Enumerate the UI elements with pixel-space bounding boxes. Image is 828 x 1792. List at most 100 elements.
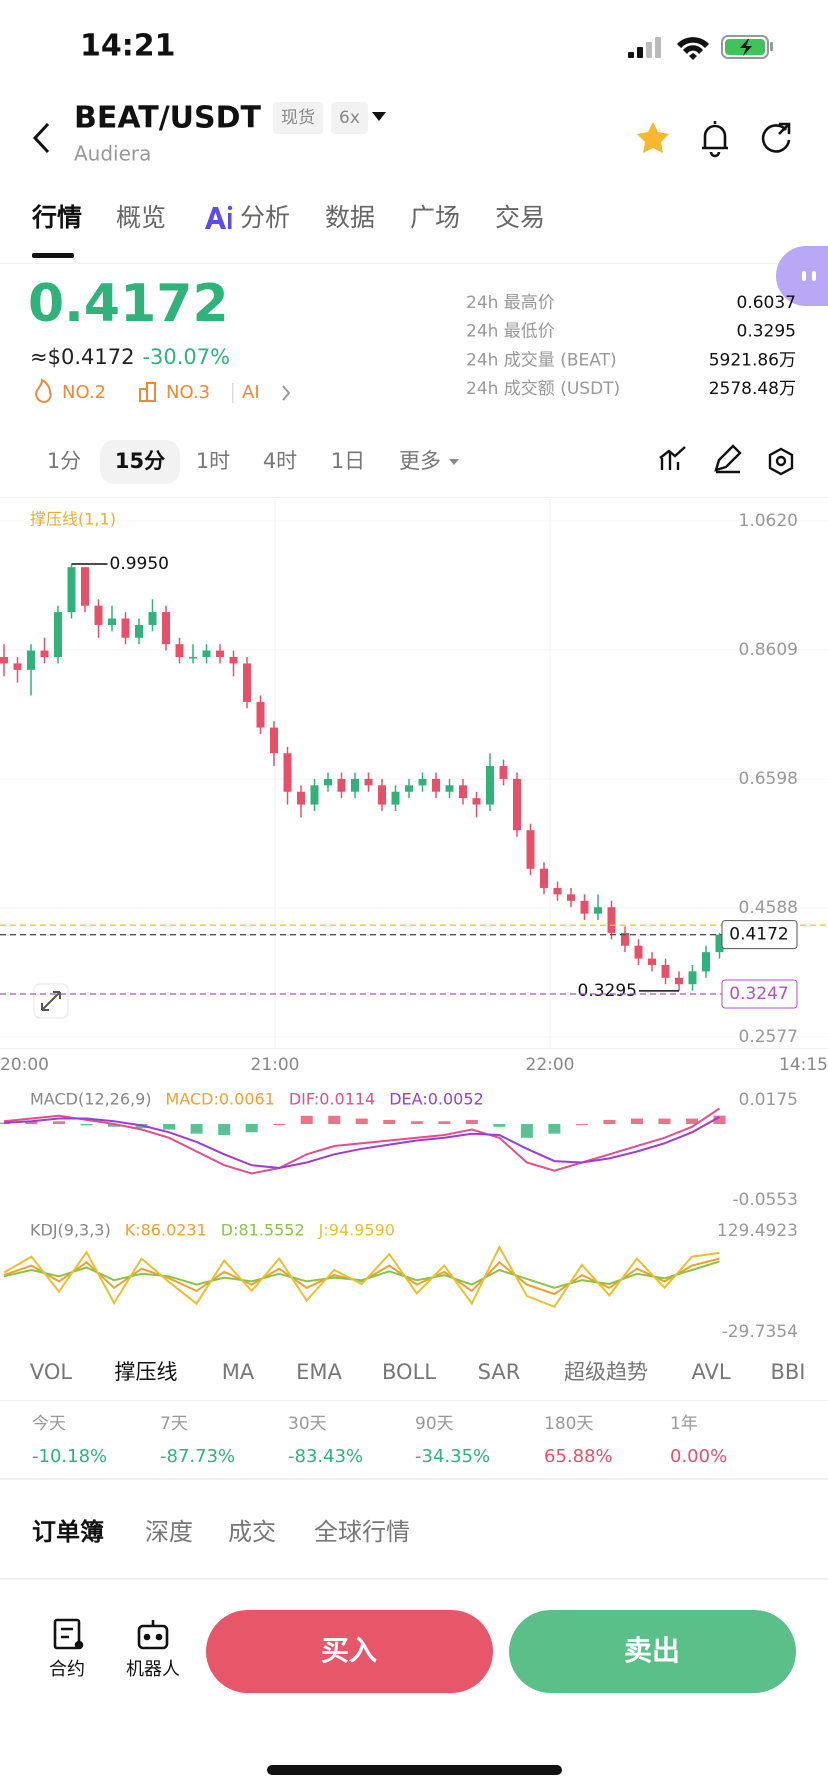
candle-body — [499, 766, 508, 779]
share-button[interactable] — [761, 122, 791, 153]
legend-entry: MACD:0.0061 — [166, 1090, 275, 1109]
macd-bar — [575, 1124, 588, 1126]
sell-label[interactable]: 卖出 — [624, 1634, 680, 1667]
macd-bar — [548, 1124, 561, 1134]
contract-label[interactable]: 合约 — [49, 1659, 85, 1680]
settings-tool[interactable] — [768, 447, 794, 476]
macd-bar — [190, 1124, 203, 1134]
candle-body — [175, 644, 184, 658]
candle-body — [216, 650, 224, 658]
timeframe[interactable]: 1日 — [331, 449, 365, 473]
candle-body — [243, 663, 251, 702]
indicator-tab[interactable]: 超级趋势 — [564, 1360, 648, 1384]
expand-button[interactable] — [33, 983, 69, 1019]
status-icons — [628, 35, 773, 60]
buy-button[interactable] — [206, 1610, 493, 1693]
bot-label[interactable]: 机器人 — [126, 1659, 180, 1680]
indicator-tab[interactable]: 撑压线 — [115, 1360, 178, 1384]
y-tick-label: 0.0175 — [739, 1090, 798, 1110]
legend-entry: DIF:0.0114 — [289, 1090, 375, 1109]
rank-label: AI — [242, 382, 260, 403]
price-tag-label: 0.3247 — [729, 984, 788, 1004]
candle-body — [40, 650, 49, 658]
y-tick-label: 129.4923 — [717, 1221, 798, 1241]
sell-button[interactable] — [509, 1610, 796, 1693]
timeframe[interactable]: 更多 — [399, 449, 441, 473]
last-price: 0.4172 — [28, 274, 229, 334]
y-tick-label: -0.0553 — [732, 1190, 798, 1210]
book-tab[interactable]: 深度 — [145, 1518, 193, 1546]
stat-value: 0.6037 — [737, 293, 796, 313]
candle-body — [81, 567, 89, 606]
nav-tab[interactable]: 广场 — [410, 203, 460, 232]
return-label: 今天 — [32, 1414, 66, 1434]
candle-body — [661, 964, 670, 978]
candle-body — [364, 778, 373, 786]
divider — [0, 497, 828, 498]
candle-body — [378, 785, 386, 805]
book-tab[interactable]: 全球行情 — [314, 1518, 410, 1546]
candle-body — [702, 952, 710, 972]
candle-body — [310, 785, 319, 805]
candle-body — [148, 612, 157, 625]
candle-body — [27, 650, 35, 670]
indicator-tab[interactable]: MA — [222, 1360, 255, 1384]
candle-body — [634, 945, 643, 959]
indicator-tab[interactable]: BOLL — [382, 1360, 436, 1384]
macd-bar — [410, 1121, 423, 1125]
indicator-title: MACD(12,26,9) — [30, 1090, 152, 1109]
alert-bell[interactable] — [702, 121, 728, 158]
back-button[interactable] — [32, 122, 50, 154]
bot-icon[interactable] — [137, 1620, 169, 1650]
return-label: 180天 — [544, 1414, 593, 1434]
book-tab[interactable]: 成交 — [228, 1518, 276, 1546]
usd-price: ≈$0.4172 — [30, 345, 134, 369]
indicator-tab[interactable]: EMA — [296, 1360, 342, 1384]
nav-tab[interactable]: 数据 — [325, 203, 375, 232]
pair-title: BEAT/USDT — [74, 101, 262, 136]
timeframe[interactable]: 15分 — [115, 449, 165, 473]
contract-icon[interactable] — [53, 1618, 84, 1650]
pair-dropdown[interactable] — [372, 112, 386, 121]
candle-body — [391, 791, 400, 805]
macd-bar — [493, 1124, 506, 1127]
return-value: -87.73% — [160, 1446, 235, 1467]
favorite-star[interactable] — [637, 122, 669, 153]
nav-tab[interactable]: 概览 — [116, 203, 166, 232]
indicator-tool[interactable] — [659, 446, 686, 470]
y-tick-label: -29.7354 — [722, 1322, 798, 1342]
separator — [232, 383, 234, 403]
timeframe[interactable]: 1时 — [196, 449, 230, 473]
divider — [0, 1400, 828, 1401]
x-tick-label: 20:00 — [0, 1055, 49, 1075]
annotation-label: 0.3295 — [578, 981, 637, 1001]
candle-body — [459, 785, 467, 799]
stat-label: 24h 成交量 (BEAT) — [466, 350, 617, 370]
indicator-line — [3, 1260, 720, 1289]
indicator-tab[interactable]: AVL — [691, 1360, 730, 1384]
x-tick-label: 21:00 — [251, 1055, 300, 1075]
more-dropdown[interactable] — [449, 459, 459, 465]
nav-tab[interactable]: 交易 — [495, 203, 545, 232]
draw-tool[interactable] — [714, 444, 742, 474]
timeframe[interactable]: 1分 — [47, 449, 81, 473]
rank-label: NO.3 — [166, 382, 210, 403]
chevron[interactable] — [282, 385, 291, 401]
macd-bar — [273, 1124, 286, 1126]
timeframe[interactable]: 4时 — [263, 449, 297, 473]
candle-body — [621, 932, 629, 946]
macd-bar — [685, 1118, 698, 1125]
hot-icon — [35, 378, 52, 404]
indicator-tab[interactable]: VOL — [30, 1360, 73, 1384]
macd-bar — [25, 1121, 38, 1125]
indicator-tab[interactable]: SAR — [478, 1360, 521, 1384]
nav-tab[interactable]: 行情 — [31, 203, 82, 232]
home-indicator — [267, 1765, 562, 1775]
stat-label: 24h 最高价 — [466, 293, 555, 313]
buy-label[interactable]: 买入 — [321, 1634, 377, 1667]
return-label: 90天 — [415, 1414, 454, 1434]
book-tab[interactable]: 订单簿 — [32, 1518, 104, 1546]
nav-tab[interactable]: 分析 — [240, 203, 290, 232]
indicator-tab[interactable]: BBI — [770, 1360, 805, 1384]
